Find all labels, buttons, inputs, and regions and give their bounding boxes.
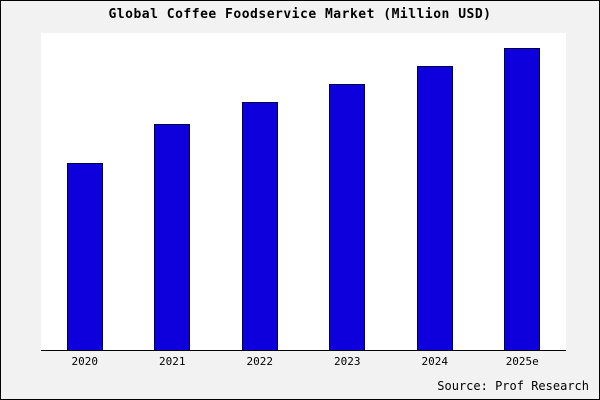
bar-2022 bbox=[241, 102, 278, 350]
bar-2023 bbox=[329, 84, 366, 350]
plot-area: 2020 2021 2022 2023 2024 2025e bbox=[41, 33, 566, 368]
x-axis-ticks: 2020 2021 2022 2023 2024 2025e bbox=[41, 351, 566, 368]
bar-2020 bbox=[66, 162, 103, 350]
x-tick-label-2020: 2020 bbox=[71, 355, 99, 368]
x-tick-label-2023: 2023 bbox=[334, 355, 361, 368]
x-tick-label-2024: 2024 bbox=[421, 355, 449, 368]
chart-title: Global Coffee Foodservice Market (Millio… bbox=[108, 7, 492, 22]
bar-2021 bbox=[154, 123, 191, 350]
x-tick-label-2021: 2021 bbox=[159, 355, 186, 368]
source-text: Source: Prof Research bbox=[437, 379, 589, 393]
bar-2024 bbox=[416, 66, 453, 350]
x-tick-label-2025e: 2025e bbox=[505, 355, 539, 368]
bar-2025e bbox=[504, 48, 541, 350]
x-tick-label-2022: 2022 bbox=[246, 355, 274, 368]
bars-row bbox=[41, 33, 566, 351]
